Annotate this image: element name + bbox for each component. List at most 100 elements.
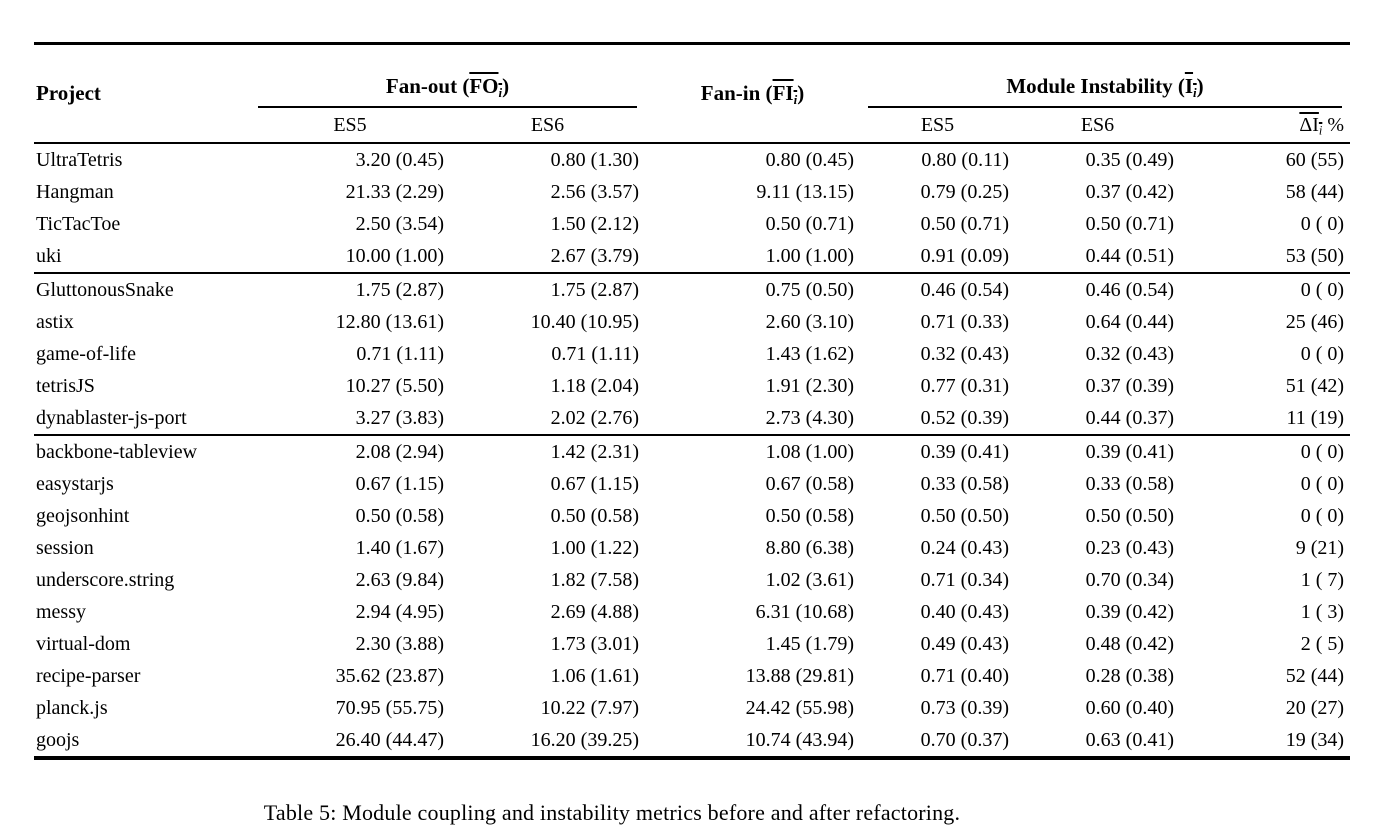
- col-header-fanin: Fan-in (FIi): [645, 43, 860, 144]
- header-group-row: Project Fan-out (FOi) Fan-in (FIi) Modul…: [34, 43, 1350, 144]
- cell-instability-es6: 0.70 (0.34): [1085, 568, 1174, 591]
- table-caption: Table 5: Module coupling and instability…: [263, 800, 961, 825]
- cell-fanout-es5: 3.20 (0.45): [355, 148, 444, 171]
- cell-instability-es5: 0.33 (0.58): [920, 472, 1009, 495]
- cell-delta-percent: 1 ( 7): [1300, 568, 1345, 591]
- cell-instability-es5: 0.50 (0.50): [920, 504, 1009, 527]
- cell-fanout-es6: 16.20 (39.25): [530, 728, 639, 751]
- cell-project: tetrisJS: [36, 374, 95, 397]
- cell-fanout-es6: 1.00 (1.22): [550, 536, 639, 559]
- cell-delta-percent: 0 ( 0): [1300, 342, 1345, 365]
- cell-fanin: 1.00 (1.00): [765, 244, 854, 267]
- cell-fanout-es6: 2.69 (4.88): [550, 600, 639, 623]
- cell-fanin: 13.88 (29.81): [745, 664, 854, 687]
- cell-fanout-es6: 0.71 (1.11): [551, 342, 639, 365]
- cell-fanout-es5: 3.27 (3.83): [355, 406, 444, 429]
- cell-instability-es6: 0.37 (0.42): [1085, 180, 1174, 203]
- cell-delta-percent: 0 ( 0): [1300, 472, 1345, 495]
- cell-instability-es5: 0.24 (0.43): [920, 536, 1009, 559]
- cell-fanout-es5: 10.27 (5.50): [345, 374, 444, 397]
- cell-delta-percent: 1 ( 3): [1300, 600, 1345, 623]
- cell-project: goojs: [36, 728, 80, 751]
- table-row: dynablaster-js-port 3.27 (3.83) 2.02 (2.…: [34, 402, 1350, 435]
- cell-fanin: 6.31 (10.68): [755, 600, 854, 623]
- cell-fanout-es6: 1.06 (1.61): [550, 664, 639, 687]
- cell-project: astix: [36, 310, 74, 333]
- cell-delta-percent: 19 (34): [1285, 728, 1345, 751]
- cell-delta-percent: 60 (55): [1285, 148, 1345, 171]
- cell-instability-es5: 0.80 (0.11): [921, 148, 1009, 171]
- cell-fanout-es6: 1.50 (2.12): [550, 212, 639, 235]
- cell-fanout-es5: 26.40 (44.47): [335, 728, 444, 751]
- fanout-rule: Fan-out (FOi): [258, 60, 637, 108]
- cell-delta-percent: 0 ( 0): [1180, 434, 1351, 468]
- table-row: Hangman 21.33 (2.29) 2.56 (3.57) 9.11 (1…: [34, 176, 1350, 208]
- cell-instability-es5: 0.79 (0.25): [920, 180, 1009, 203]
- cell-delta-percent: 58 (44): [1285, 180, 1345, 203]
- cell-instability-es6: 0.33 (0.58): [1085, 472, 1174, 495]
- cell-fanout-es5: 2.50 (3.54): [355, 212, 444, 235]
- col-subheader-delta: ΔIi %: [1180, 108, 1351, 144]
- cell-fanout-es6: 1.75 (2.87): [450, 272, 645, 306]
- cell-fanin: 2.60 (3.10): [765, 310, 854, 333]
- cell-project: game-of-life: [36, 342, 136, 365]
- table-row: goojs 26.40 (44.47) 16.20 (39.25) 10.74 …: [34, 724, 1350, 758]
- cell-instability-es6: 0.50 (0.50): [1085, 504, 1174, 527]
- cell-fanout-es6: 0.50 (0.58): [550, 504, 639, 527]
- cell-project: dynablaster-js-port: [36, 406, 187, 429]
- cell-instability-es5: 0.46 (0.54): [860, 272, 1015, 306]
- cell-delta-percent: 51 (42): [1285, 374, 1345, 397]
- cell-instability-es5: 0.77 (0.31): [920, 374, 1009, 397]
- cell-fanout-es5: 2.94 (4.95): [355, 600, 444, 623]
- cell-instability-es6: 0.32 (0.43): [1085, 342, 1174, 365]
- cell-fanin: 10.74 (43.94): [745, 728, 854, 751]
- table-row: underscore.string 2.63 (9.84) 1.82 (7.58…: [34, 564, 1350, 596]
- table-row: UltraTetris 3.20 (0.45) 0.80 (1.30) 0.80…: [34, 143, 1350, 176]
- cell-project: GluttonousSnake: [34, 272, 250, 306]
- cell-fanout-es6: 0.80 (1.30): [550, 148, 639, 171]
- cell-fanin: 2.73 (4.30): [765, 406, 854, 429]
- cell-instability-es6: 0.28 (0.38): [1085, 664, 1174, 687]
- cell-delta-percent: 0 ( 0): [1180, 272, 1351, 306]
- cell-fanout-es5: 2.30 (3.88): [355, 632, 444, 655]
- cell-fanin: 1.02 (3.61): [765, 568, 854, 591]
- cell-instability-es6: 0.63 (0.41): [1085, 728, 1174, 751]
- fanout-label: Fan-out (: [385, 74, 470, 98]
- cell-fanin: 0.50 (0.71): [765, 212, 854, 235]
- cell-instability-es5: 0.52 (0.39): [920, 406, 1009, 429]
- cell-project: Hangman: [36, 180, 114, 203]
- cell-instability-es5: 0.49 (0.43): [920, 632, 1009, 655]
- cell-instability-es6: 0.44 (0.37): [1085, 406, 1174, 429]
- cell-fanin: 24.42 (55.98): [745, 696, 854, 719]
- cell-instability-es6: 0.48 (0.42): [1085, 632, 1174, 655]
- cell-instability-es5: 0.71 (0.40): [920, 664, 1009, 687]
- table-row: TicTacToe 2.50 (3.54) 1.50 (2.12) 0.50 (…: [34, 208, 1350, 240]
- cell-instability-es6: 0.39 (0.42): [1085, 600, 1174, 623]
- cell-delta-percent: 2 ( 5): [1300, 632, 1345, 655]
- header-sub-row: ES5 ES6 ES5 ES6 ΔIi %: [34, 108, 1351, 144]
- table-row: uki 10.00 (1.00) 2.67 (3.79) 1.00 (1.00)…: [34, 240, 1350, 273]
- cell-instability-es5: 0.32 (0.43): [920, 342, 1009, 365]
- cell-fanin: 1.45 (1.79): [765, 632, 854, 655]
- instability-rule: Module Instability (Ii): [868, 60, 1343, 108]
- col-header-fanout: Fan-out (FOi): [250, 44, 645, 108]
- table-row: astix 12.80 (13.61) 10.40 (10.95) 2.60 (…: [34, 306, 1350, 338]
- cell-delta-percent: 25 (46): [1285, 310, 1345, 333]
- cell-instability-es6: 0.50 (0.71): [1085, 212, 1174, 235]
- cell-instability-es5: 0.71 (0.33): [920, 310, 1009, 333]
- cell-fanout-es5: 2.08 (2.94): [250, 434, 450, 468]
- cell-instability-es6: 0.60 (0.40): [1085, 696, 1174, 719]
- instability-label: Module Instability (: [1006, 74, 1185, 98]
- cell-fanout-es5: 35.62 (23.87): [335, 664, 444, 687]
- cell-instability-es5: 0.91 (0.09): [920, 244, 1009, 267]
- cell-instability-es5: 0.71 (0.34): [920, 568, 1009, 591]
- cell-instability-es5: 0.70 (0.37): [920, 728, 1009, 751]
- cell-fanout-es5: 2.63 (9.84): [355, 568, 444, 591]
- cell-project: uki: [36, 244, 62, 267]
- cell-project: virtual-dom: [36, 632, 131, 655]
- cell-fanout-es5: 21.33 (2.29): [345, 180, 444, 203]
- cell-fanout-es6: 10.40 (10.95): [530, 310, 639, 333]
- table-header: Project Fan-out (FOi) Fan-in (FIi) Modul…: [34, 43, 1351, 144]
- cell-project: messy: [36, 600, 86, 623]
